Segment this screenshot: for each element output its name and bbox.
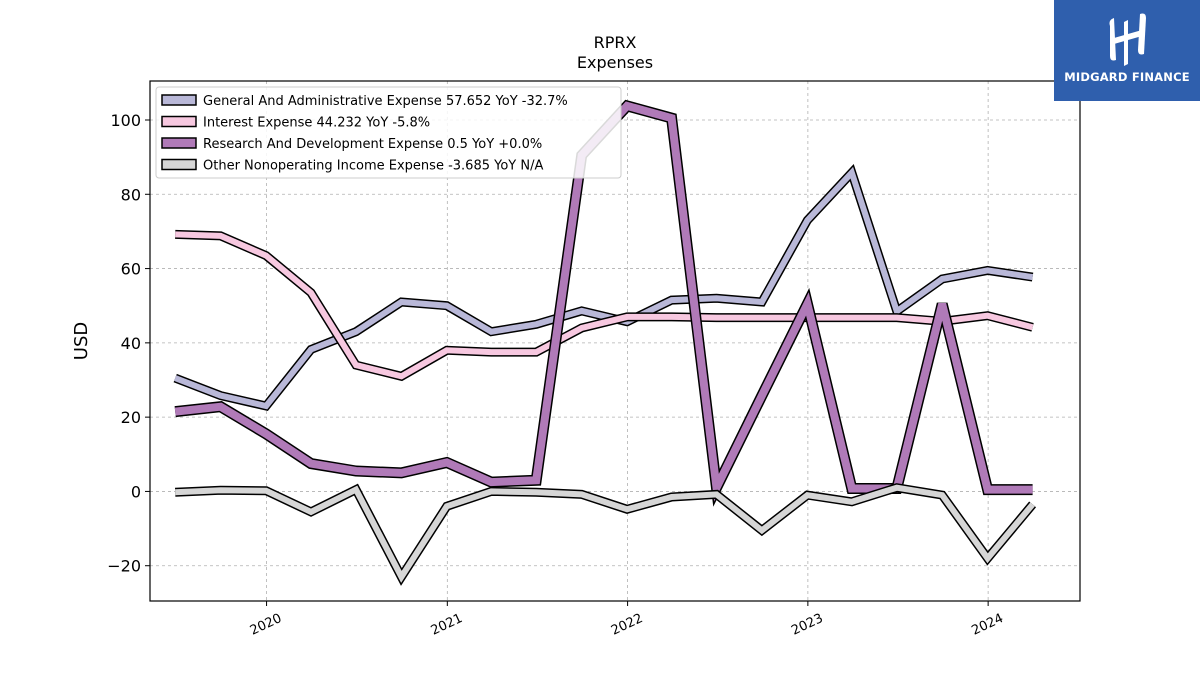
y-tick-label: 60 (121, 260, 141, 279)
x-tick-label: 2022 (609, 611, 645, 639)
chart-title: RPRX (594, 33, 637, 52)
legend-label: General And Administrative Expense 57.65… (203, 94, 568, 109)
chart-subtitle: Expenses (577, 53, 653, 72)
legend-label: Other Nonoperating Income Expense -3.685… (203, 159, 543, 174)
brand-logo: MIDGARD FINANCE (1054, 0, 1200, 101)
axes: −20 0 20 40 60 80 100 2020 2021 2022 2023 2024 (107, 111, 1006, 639)
y-tick-label: 80 (121, 185, 141, 204)
legend-swatch (161, 137, 197, 149)
y-tick-label: 100 (110, 111, 141, 130)
plot-frame (149, 80, 1081, 602)
legend-label: Interest Expense 44.232 YoY -5.8% (203, 116, 430, 131)
legend-box (155, 86, 622, 179)
y-tick-label: 40 (121, 334, 141, 353)
series-lines (173, 99, 1037, 586)
y-tick-label: 20 (121, 408, 141, 427)
legend-swatch (161, 158, 197, 171)
series-line (175, 483, 1037, 586)
x-tick-label: 2021 (429, 611, 465, 639)
legend-swatch (161, 115, 197, 128)
legend-label: Research And Development Expense 0.5 YoY… (203, 137, 542, 152)
y-tick-label: −20 (107, 557, 141, 576)
y-axis-label: USD (71, 322, 92, 360)
x-tick-label: 2020 (248, 611, 284, 639)
series-line (175, 229, 1034, 382)
legend-swatch (161, 94, 197, 106)
midgard-logo-icon (1109, 13, 1146, 66)
logo-text: MIDGARD FINANCE (1064, 70, 1190, 84)
series-line (173, 164, 1034, 412)
x-tick-label: 2024 (969, 611, 1005, 639)
legend: General And Administrative Expense 57.65… (155, 86, 622, 179)
series-core (175, 231, 1034, 380)
x-tick-label: 2023 (789, 611, 825, 639)
series-core (174, 166, 1034, 410)
series-core (175, 484, 1035, 583)
y-tick-label: 0 (131, 482, 141, 501)
